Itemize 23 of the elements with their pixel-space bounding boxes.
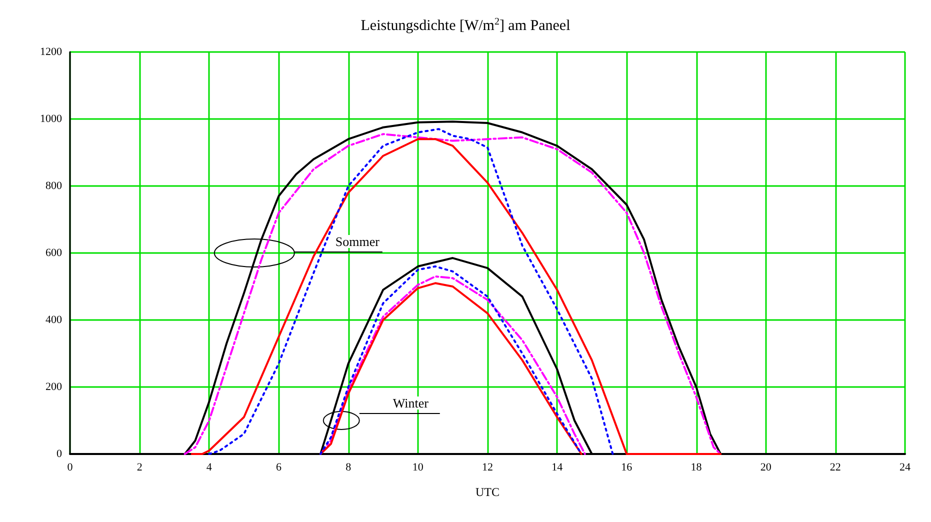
x-tick-label: 8 — [346, 462, 352, 474]
x-tick-label: 14 — [552, 462, 564, 474]
y-tick-label: 200 — [46, 381, 62, 393]
x-tick-label: 2 — [136, 462, 142, 474]
y-tick-label: 0 — [56, 448, 62, 460]
y-tick-label: 1000 — [40, 113, 62, 125]
x-axis-title: UTC — [476, 485, 500, 499]
x-tick-label: 4 — [206, 462, 212, 474]
x-tick-label: 12 — [482, 462, 493, 474]
x-tick-label: 0 — [67, 462, 74, 474]
x-tick-label: 20 — [760, 462, 772, 474]
x-tick-label: 10 — [412, 462, 424, 474]
y-tick-label: 400 — [46, 314, 62, 326]
x-tick-label: 22 — [830, 462, 841, 474]
y-tick-label: 800 — [46, 180, 62, 192]
annotation: Sommer — [335, 234, 380, 249]
y-tick-label: 1200 — [40, 46, 62, 58]
x-tick-label: 16 — [621, 462, 633, 474]
annotation: Winter — [392, 396, 430, 410]
x-tick-label: 6 — [276, 462, 282, 474]
y-tick-label: 600 — [46, 247, 62, 259]
x-tick-label: 24 — [900, 462, 911, 474]
x-tick-label: 18 — [690, 462, 702, 474]
